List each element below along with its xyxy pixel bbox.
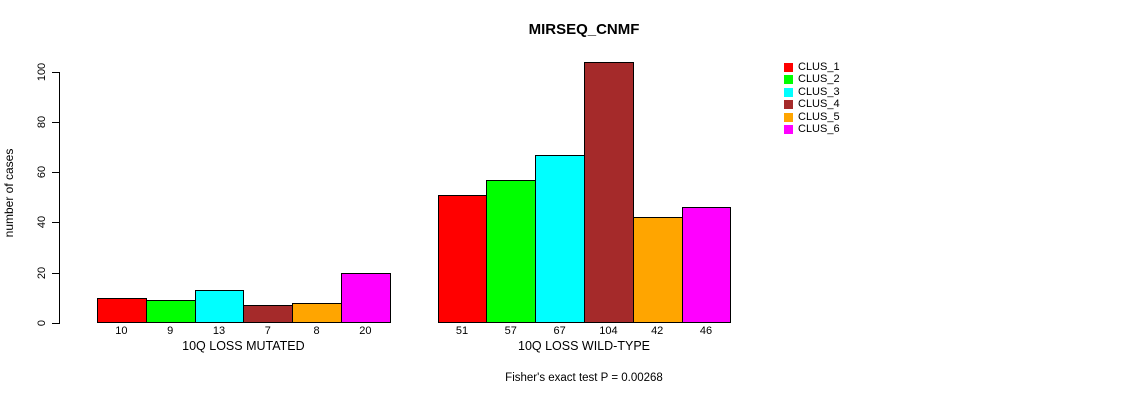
- legend-label: CLUS_5: [798, 110, 840, 123]
- legend-swatch: [784, 87, 793, 97]
- legend-label: CLUS_2: [798, 73, 840, 86]
- legend-label: CLUS_6: [798, 123, 840, 135]
- bar-value-label: 20: [359, 325, 372, 337]
- bar-value-label: 42: [651, 325, 664, 337]
- y-tick-label: 0: [36, 319, 48, 327]
- y-axis-label: number of cases: [2, 148, 16, 238]
- bar: [292, 302, 342, 323]
- chart-title: MIRSEQ_CNMF: [528, 21, 640, 38]
- legend-entry: CLUS_4: [784, 99, 840, 110]
- legend-swatch: [784, 112, 793, 122]
- bar-value-label: 8: [313, 325, 320, 337]
- y-tick-label: 60: [36, 166, 48, 179]
- bar-value-label: 67: [553, 325, 566, 337]
- y-tick-label: 20: [36, 266, 48, 279]
- y-tick-mark: [52, 222, 59, 224]
- y-tick-label: 80: [36, 115, 48, 128]
- bar-value-label: 13: [212, 325, 226, 337]
- y-tick-mark: [52, 121, 59, 123]
- bar: [437, 194, 488, 323]
- bar: [486, 179, 537, 323]
- bar: [194, 290, 245, 323]
- legend-entry: CLUS_3: [784, 85, 840, 98]
- bar-value-label: 46: [699, 325, 713, 337]
- legend-swatch: [784, 63, 793, 72]
- y-axis-line: [59, 71, 60, 324]
- legend-label: CLUS_3: [798, 85, 840, 98]
- y-tick-label: 40: [36, 216, 48, 229]
- bar-value-label: 10: [115, 325, 128, 337]
- bar: [632, 217, 683, 323]
- y-tick-mark: [52, 71, 59, 73]
- legend-label: CLUS_4: [798, 98, 840, 111]
- group-label: 10Q LOSS WILD-TYPE: [518, 339, 650, 353]
- y-tick-mark: [52, 272, 59, 274]
- bar: [97, 297, 147, 323]
- bar-value-label: 57: [504, 325, 517, 337]
- bar-value-label: 9: [167, 325, 174, 337]
- legend-entry: CLUS_6: [784, 124, 840, 135]
- legend-entry: CLUS_2: [784, 74, 840, 85]
- bar: [584, 61, 634, 323]
- y-tick-mark: [52, 172, 59, 174]
- bar-value-label: 51: [455, 325, 469, 337]
- legend-swatch: [784, 125, 793, 134]
- group-label: 10Q LOSS MUTATED: [182, 339, 305, 353]
- bar-value-label: 7: [264, 325, 271, 337]
- y-tick-label: 100: [36, 62, 48, 81]
- bar: [535, 154, 585, 323]
- legend-entry: CLUS_1: [784, 62, 840, 73]
- bar: [681, 207, 732, 323]
- bar: [341, 272, 391, 323]
- bar: [243, 305, 294, 323]
- legend-swatch: [784, 100, 793, 110]
- bar: [145, 300, 196, 323]
- y-tick-mark: [52, 323, 59, 324]
- legend-entry: CLUS_5: [784, 110, 840, 123]
- legend-swatch: [784, 75, 793, 85]
- bar-value-label: 104: [599, 325, 618, 337]
- legend-label: CLUS_1: [798, 61, 840, 73]
- fisher-annotation: Fisher's exact test P = 0.00268: [505, 372, 663, 384]
